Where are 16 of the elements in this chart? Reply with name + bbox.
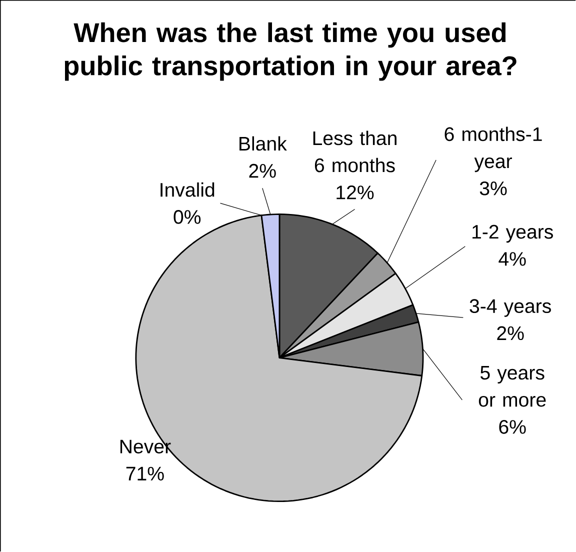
data-label: 2% xyxy=(497,326,524,340)
chart-title: When was the last time you used public transportation in your area? xyxy=(64,22,516,81)
text: 0% xyxy=(174,210,201,224)
slice-label: Less than 6 months xyxy=(313,130,396,172)
category-label: Invalid xyxy=(160,182,214,197)
data-label: 6% xyxy=(499,420,526,434)
slice-label: 6 months-1 year xyxy=(444,126,542,172)
data-label: 3% xyxy=(480,181,507,196)
slice-label: Blank xyxy=(240,136,287,151)
slice-label: 3-4 years xyxy=(470,299,551,317)
slice-label: 1-2 years xyxy=(472,224,553,243)
data-label: 12% xyxy=(336,186,374,200)
slice-label: 5 years or more xyxy=(478,366,546,407)
data-label: 4% xyxy=(498,252,526,266)
data-label: 2% xyxy=(249,164,276,178)
data-label: 71% xyxy=(126,466,164,481)
